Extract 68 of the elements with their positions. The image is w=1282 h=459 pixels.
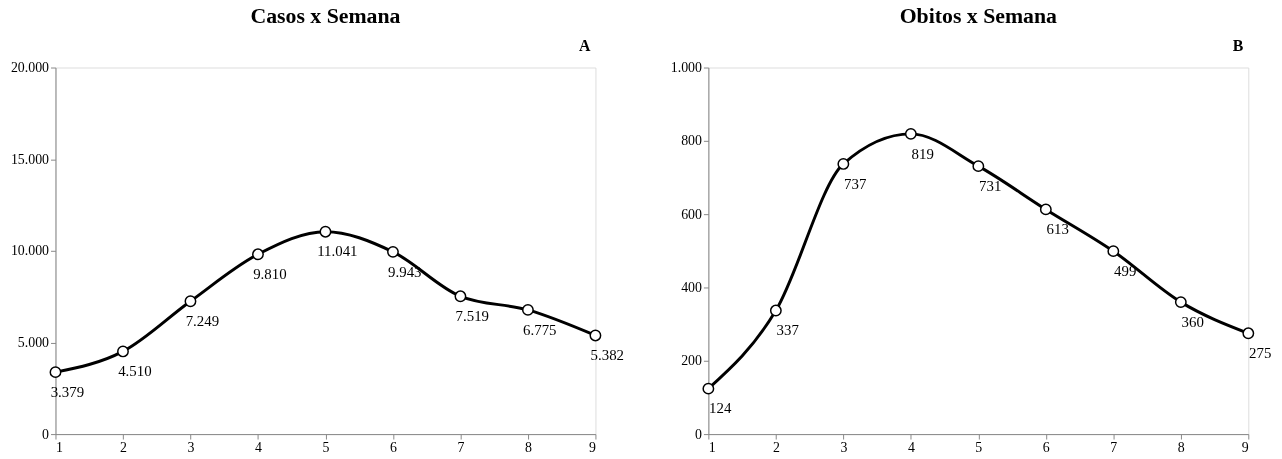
point xyxy=(589,329,602,342)
data-label: 731 xyxy=(979,177,1002,194)
chart-title: Obitos x Semana xyxy=(899,3,1058,28)
data-label: 6.775 xyxy=(523,321,557,338)
y-tick-label: 15.000 xyxy=(10,151,50,167)
data-label: 613 xyxy=(1046,221,1069,238)
point xyxy=(1242,327,1255,340)
x-tick-label: 1 xyxy=(708,440,716,456)
point xyxy=(769,304,782,317)
data-label: 737 xyxy=(844,175,867,192)
point xyxy=(252,248,264,261)
y-tick-label: 1.000 xyxy=(670,59,702,75)
data-label: 7.519 xyxy=(455,308,490,325)
x-tick-label: 7 xyxy=(457,440,465,456)
y-tick-label: 0 xyxy=(694,426,702,442)
data-label: 9.810 xyxy=(253,266,287,283)
data-label: 3.379 xyxy=(50,383,85,400)
point xyxy=(1039,203,1052,216)
point xyxy=(1107,245,1120,258)
data-label: 5.382 xyxy=(590,347,625,364)
y-tick-label: 20.000 xyxy=(10,59,50,75)
chart-title: Casos x Semana xyxy=(250,3,401,28)
x-tick-label: 6 xyxy=(389,440,397,456)
data-label: 337 xyxy=(776,322,799,339)
data-label: 360 xyxy=(1181,313,1204,330)
data-label: 4.510 xyxy=(118,363,152,380)
x-tick-label: 3 xyxy=(187,440,195,456)
x-tick-label: 7 xyxy=(1110,440,1118,456)
point xyxy=(702,382,715,395)
y-tick-label: 5.000 xyxy=(17,334,50,350)
y-tick-label: 200 xyxy=(681,353,702,369)
x-tick-label: 8 xyxy=(524,440,532,456)
x-tick-label: 5 xyxy=(975,440,983,456)
point xyxy=(184,295,197,308)
point xyxy=(117,345,129,358)
point xyxy=(49,366,62,379)
text: A xyxy=(579,36,592,54)
text: B xyxy=(1232,36,1244,54)
y-tick-label: 0 xyxy=(42,426,50,442)
x-tick-label: 4 xyxy=(254,440,262,456)
x-tick-label: 2 xyxy=(120,440,127,456)
y-tick-label: 800 xyxy=(681,133,702,149)
y-tick-label: 10.000 xyxy=(10,243,50,259)
point xyxy=(521,303,534,316)
y-tick-label: 600 xyxy=(681,206,702,222)
data-label: 819 xyxy=(911,145,934,162)
x-tick-label: 6 xyxy=(1042,440,1050,456)
point xyxy=(837,157,850,170)
x-tick-label: 4 xyxy=(907,440,915,456)
x-tick-label: 3 xyxy=(840,440,848,456)
x-tick-label: 9 xyxy=(1241,440,1249,456)
x-tick-label: 9 xyxy=(588,440,596,456)
point xyxy=(972,160,985,173)
point xyxy=(904,127,917,140)
x-tick-label: 8 xyxy=(1177,440,1185,456)
data-label: 275 xyxy=(1249,345,1272,362)
x-tick-label: 5 xyxy=(322,440,330,456)
point xyxy=(454,290,467,303)
point xyxy=(387,245,399,258)
point xyxy=(1174,296,1187,309)
y-tick-label: 400 xyxy=(681,279,702,295)
data-label: 11.041 xyxy=(317,243,358,260)
x-tick-label: 1 xyxy=(55,440,63,456)
x-tick-label: 2 xyxy=(772,440,780,456)
data-label: 7.249 xyxy=(185,312,220,329)
point xyxy=(319,225,332,238)
data-label: 499 xyxy=(1114,262,1137,279)
data-label: 124 xyxy=(709,400,732,417)
